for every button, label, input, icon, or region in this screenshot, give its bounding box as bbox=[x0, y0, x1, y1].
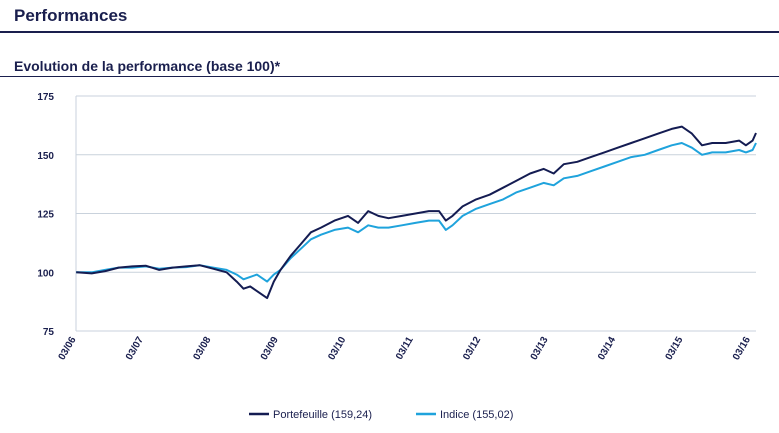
x-axis-ticks: 03/06 03/07 03/08 03/09 03/10 03/11 03/12 03/13… bbox=[57, 335, 754, 363]
y-tick-label: 150 bbox=[37, 151, 54, 162]
x-tick-label: 03/06 bbox=[57, 335, 79, 363]
x-tick-label: 03/07 bbox=[124, 335, 146, 363]
legend-item-indice-label: Indice (155,02) bbox=[440, 409, 513, 421]
x-tick-label: 03/16 bbox=[731, 335, 753, 363]
x-tick-label: 03/11 bbox=[394, 335, 416, 362]
legend-item-portefeuille-label: Portefeuille (159,24) bbox=[273, 409, 372, 421]
x-tick-label: 03/13 bbox=[529, 335, 551, 363]
y-tick-label: 100 bbox=[37, 268, 54, 279]
y-tick-label: 75 bbox=[43, 327, 55, 338]
y-tick-label: 175 bbox=[37, 92, 54, 103]
x-tick-label: 03/08 bbox=[191, 335, 213, 363]
y-axis-ticks: 75 100 125 150 175 bbox=[37, 92, 54, 338]
x-tick-label: 03/09 bbox=[259, 335, 281, 363]
series-line-indice bbox=[76, 143, 756, 282]
y-tick-label: 125 bbox=[37, 210, 54, 221]
legend: Portefeuille (159,24) Indice (155,02) bbox=[249, 409, 513, 421]
x-tick-label: 03/12 bbox=[461, 335, 483, 363]
x-tick-label: 03/14 bbox=[596, 335, 618, 363]
x-tick-label: 03/15 bbox=[664, 335, 686, 363]
x-tick-label: 03/10 bbox=[326, 335, 348, 363]
